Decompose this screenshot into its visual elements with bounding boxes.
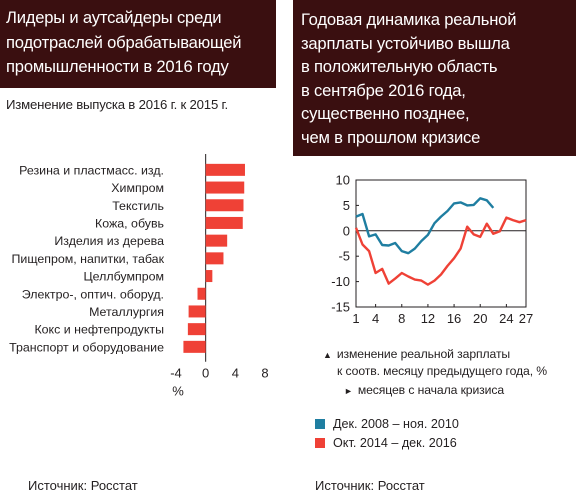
left-source-note: Источник: Росстат: [28, 478, 138, 493]
bar-9: [188, 305, 206, 318]
legend-item-blue: Дек. 2008 – ноя. 2010: [315, 417, 459, 431]
bar-category-label: Кокс и нефтепродукты: [34, 323, 164, 337]
legend-label-blue: Дек. 2008 – ноя. 2010: [333, 417, 459, 431]
x-tick-label: 16: [447, 311, 461, 326]
bar-7: [205, 270, 213, 283]
bar-3: [205, 199, 244, 212]
line-chart: 10 5 0 -5 -10 -151 4 8 12 16 20 24 27: [331, 173, 533, 327]
legend-item-red: Окт. 2014 – дек. 2016: [315, 436, 457, 450]
right-title-line: Годовая динамика реальной: [301, 10, 517, 29]
x-tick-label: 20: [473, 311, 487, 326]
legend-swatch-red: [315, 438, 325, 448]
y-axis-note-line1: изменение реальной зарплаты: [336, 347, 511, 361]
x-tick-label: 4: [232, 366, 239, 381]
series-line-red: [354, 216, 527, 286]
bar-category-label: Текстиль: [112, 199, 164, 213]
left-title-line: Лидеры и аутсайдеры среди: [6, 8, 222, 27]
legend-label-red: Окт. 2014 – дек. 2016: [333, 436, 457, 450]
bar-8: [197, 287, 206, 300]
y-tick-label: 0: [343, 223, 350, 238]
x-tick-label: 4: [372, 311, 379, 326]
bar-category-label: Электро-, оптич. оборуд.: [22, 287, 164, 301]
right-title-line: существенно позднее,: [301, 104, 470, 124]
y-axis-note-line2: к соотв. месяцу предыдущего года, %: [337, 364, 548, 378]
bar-category-label: Резина и пластмасс. изд.: [19, 163, 164, 177]
y-axis-note: ▲ изменение реальной зарплаты: [323, 347, 510, 361]
y-tick-label: 10: [336, 173, 350, 188]
x-tick-label: -4: [170, 366, 182, 381]
bar-category-label: Кожа, обувь: [95, 216, 164, 230]
triangle-up-icon: ▲: [323, 350, 332, 360]
bar-11: [183, 340, 206, 353]
right-chart-title: Годовая динамика реальной зарплаты устой…: [293, 0, 576, 156]
x-axis-note: ► месяцев с начала кризиса: [344, 383, 504, 397]
left-chart-subtitle: Изменение выпуска в 2016 г. к 2015 г.: [6, 97, 229, 112]
right-title-line: чем в прошлом кризисе: [301, 127, 481, 147]
panel-divider: [282, 0, 293, 500]
x-axis-note-text: месяцев с начала кризиса: [357, 383, 505, 397]
right-title-line: в положительную область: [301, 57, 498, 77]
series-line-blue: [355, 197, 495, 255]
bar-category-label: Пищепром, напитки, табак: [12, 252, 165, 266]
left-chart-title: Лидеры и аутсайдеры среди подотраслей об…: [0, 0, 276, 88]
triangle-right-icon: ►: [344, 386, 353, 396]
x-tick-label: 27: [519, 311, 533, 326]
bar-4: [205, 216, 243, 229]
bar-category-label: Целлбумпром: [83, 270, 164, 284]
x-tick-label: 1: [352, 311, 359, 326]
left-title-line: промышленности в 2016 году: [6, 57, 229, 76]
bar-category-label: Металлургия: [89, 305, 164, 319]
x-tick-label: 8: [261, 366, 268, 381]
left-chart-panel: Лидеры и аутсайдеры среди подотраслей об…: [0, 0, 282, 500]
bar-5: [205, 234, 228, 247]
bar-10: [187, 323, 206, 336]
bar-category-label: Химпром: [111, 181, 164, 195]
bar-1: [205, 163, 245, 176]
x-axis-unit-label: %: [172, 384, 184, 399]
right-title-line: зарплаты устойчиво вышла: [301, 33, 510, 53]
bar-6: [205, 252, 224, 265]
x-tick-label: 0: [202, 366, 209, 381]
legend-swatch-blue: [315, 419, 325, 429]
right-source-note: Источник: Росстат: [315, 478, 425, 493]
bar-category-label: Транспорт и оборудование: [9, 340, 164, 354]
bar-2: [205, 181, 245, 194]
y-tick-label: -5: [338, 249, 350, 264]
y-tick-label: 5: [343, 198, 350, 213]
x-tick-label: 8: [398, 311, 405, 326]
right-title-line: в сентябре 2016 года,: [301, 80, 466, 100]
right-chart-panel: Годовая динамика реальной зарплаты устой…: [293, 0, 576, 500]
bar-category-label: Изделия из дерева: [54, 234, 164, 248]
y-tick-label: -10: [331, 274, 350, 289]
left-title-line: подотраслей обрабатывающей: [6, 32, 242, 52]
x-tick-label: 12: [421, 311, 435, 326]
plot-frame: [355, 179, 527, 308]
bar-chart: Резина и пластмасс. изд. Химпром Текстиль К…: [9, 154, 269, 399]
x-tick-label: 24: [499, 311, 513, 326]
y-tick-label: -15: [331, 300, 350, 315]
